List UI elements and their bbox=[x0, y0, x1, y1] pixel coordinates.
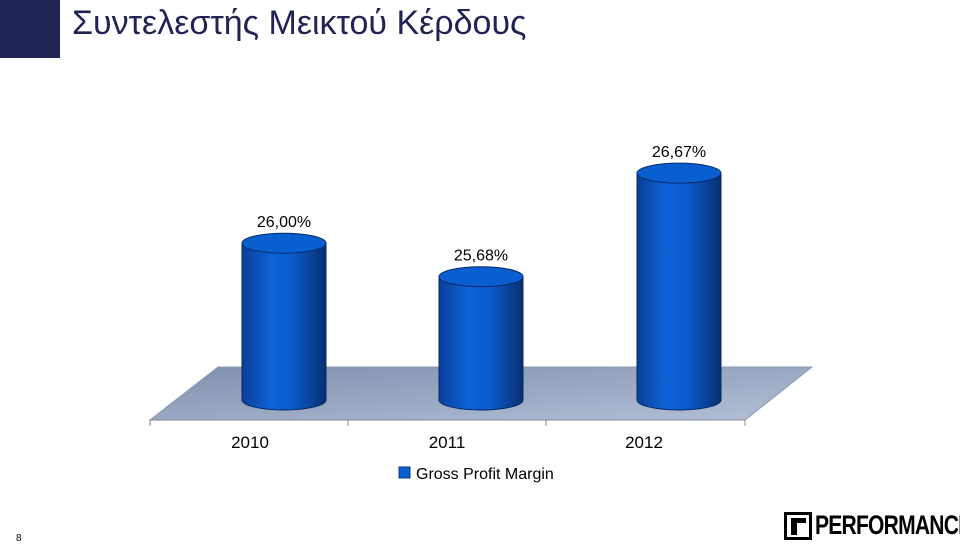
bar-2012 bbox=[636, 162, 722, 411]
data-label: 25,68% bbox=[454, 248, 508, 265]
performance-logo: PERFORMANCE bbox=[784, 510, 960, 541]
page-number: 8 bbox=[16, 533, 22, 544]
bar-body bbox=[241, 242, 327, 411]
x-tick-label: 2010 bbox=[231, 433, 269, 452]
logo-text: PERFORMANCE bbox=[815, 510, 960, 540]
data-label: 26,00% bbox=[257, 214, 311, 231]
title-accent-block bbox=[0, 0, 60, 58]
legend: Gross Profit Margin bbox=[398, 466, 554, 483]
data-label: 26,67% bbox=[652, 144, 706, 161]
performance-logo-icon bbox=[784, 511, 812, 540]
legend-swatch bbox=[398, 466, 411, 479]
legend-entry: Gross Profit Margin bbox=[416, 466, 554, 483]
x-tick-label: 2011 bbox=[429, 433, 466, 452]
bar-body bbox=[438, 276, 524, 411]
bar-top bbox=[241, 232, 327, 254]
bar-body bbox=[636, 172, 722, 411]
x-tick-label: 2012 bbox=[625, 433, 663, 452]
bar-2011 bbox=[438, 266, 524, 411]
bar-top bbox=[636, 162, 722, 184]
slide-title: Συντελεστής Μεικτού Κέρδους bbox=[72, 4, 527, 42]
bar-top bbox=[438, 266, 524, 288]
bar-2010 bbox=[241, 232, 327, 411]
